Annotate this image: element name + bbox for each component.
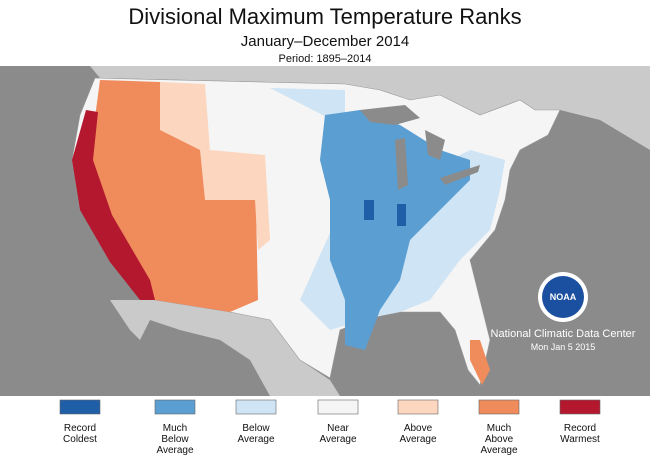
map <box>0 66 650 396</box>
legend-label: Coldest <box>63 434 97 445</box>
legend-swatch <box>154 399 196 415</box>
mexico <box>110 300 340 396</box>
legend-label: Much <box>163 423 187 434</box>
region-record-warm <box>72 110 155 300</box>
canada <box>60 66 650 150</box>
legend-swatch <box>59 399 101 415</box>
legend-label: Average <box>399 434 437 445</box>
legend-swatch <box>559 399 601 415</box>
credit-date: Mon Jan 5 2015 <box>531 342 596 352</box>
legend-swatch <box>317 399 359 415</box>
legend-swatch <box>397 399 439 415</box>
legend-label: Average <box>319 434 357 445</box>
region-above <box>160 82 270 250</box>
legend-label: Average <box>156 445 194 456</box>
logo-text: NOAA <box>550 292 577 302</box>
lake <box>395 138 408 190</box>
noaa-logo: NOAA <box>538 272 588 322</box>
legend-label: Record <box>64 423 96 434</box>
credit: National Climatic Data Center <box>491 328 636 340</box>
legend-label: Below <box>161 434 189 445</box>
logo-disc <box>542 276 584 318</box>
legend-label: Average <box>237 434 275 445</box>
legend-label: Much <box>487 423 511 434</box>
region-record-cold <box>364 200 374 220</box>
legend-label: Above <box>404 423 433 434</box>
legend-swatch <box>478 399 520 415</box>
region-much-above <box>470 340 490 385</box>
region-record-cold <box>397 204 406 226</box>
legend-label: Record <box>564 423 596 434</box>
lake <box>360 105 420 125</box>
region-much-below <box>320 110 470 350</box>
legend-label: Below <box>242 423 270 434</box>
title: Divisional Maximum Temperature Ranks <box>128 4 521 29</box>
lake <box>425 130 445 160</box>
legend-swatch <box>235 399 277 415</box>
subtitle: January–December 2014 <box>241 33 409 50</box>
legend-label: Near <box>327 423 349 434</box>
legend-label: Average <box>480 445 518 456</box>
lake <box>440 165 480 185</box>
legend: RecordColdestMuchBelowAverageBelowAverag… <box>59 399 601 456</box>
legend-label: Above <box>485 434 514 445</box>
legend-label: Warmest <box>560 434 600 445</box>
period: Period: 1895–2014 <box>279 53 372 65</box>
